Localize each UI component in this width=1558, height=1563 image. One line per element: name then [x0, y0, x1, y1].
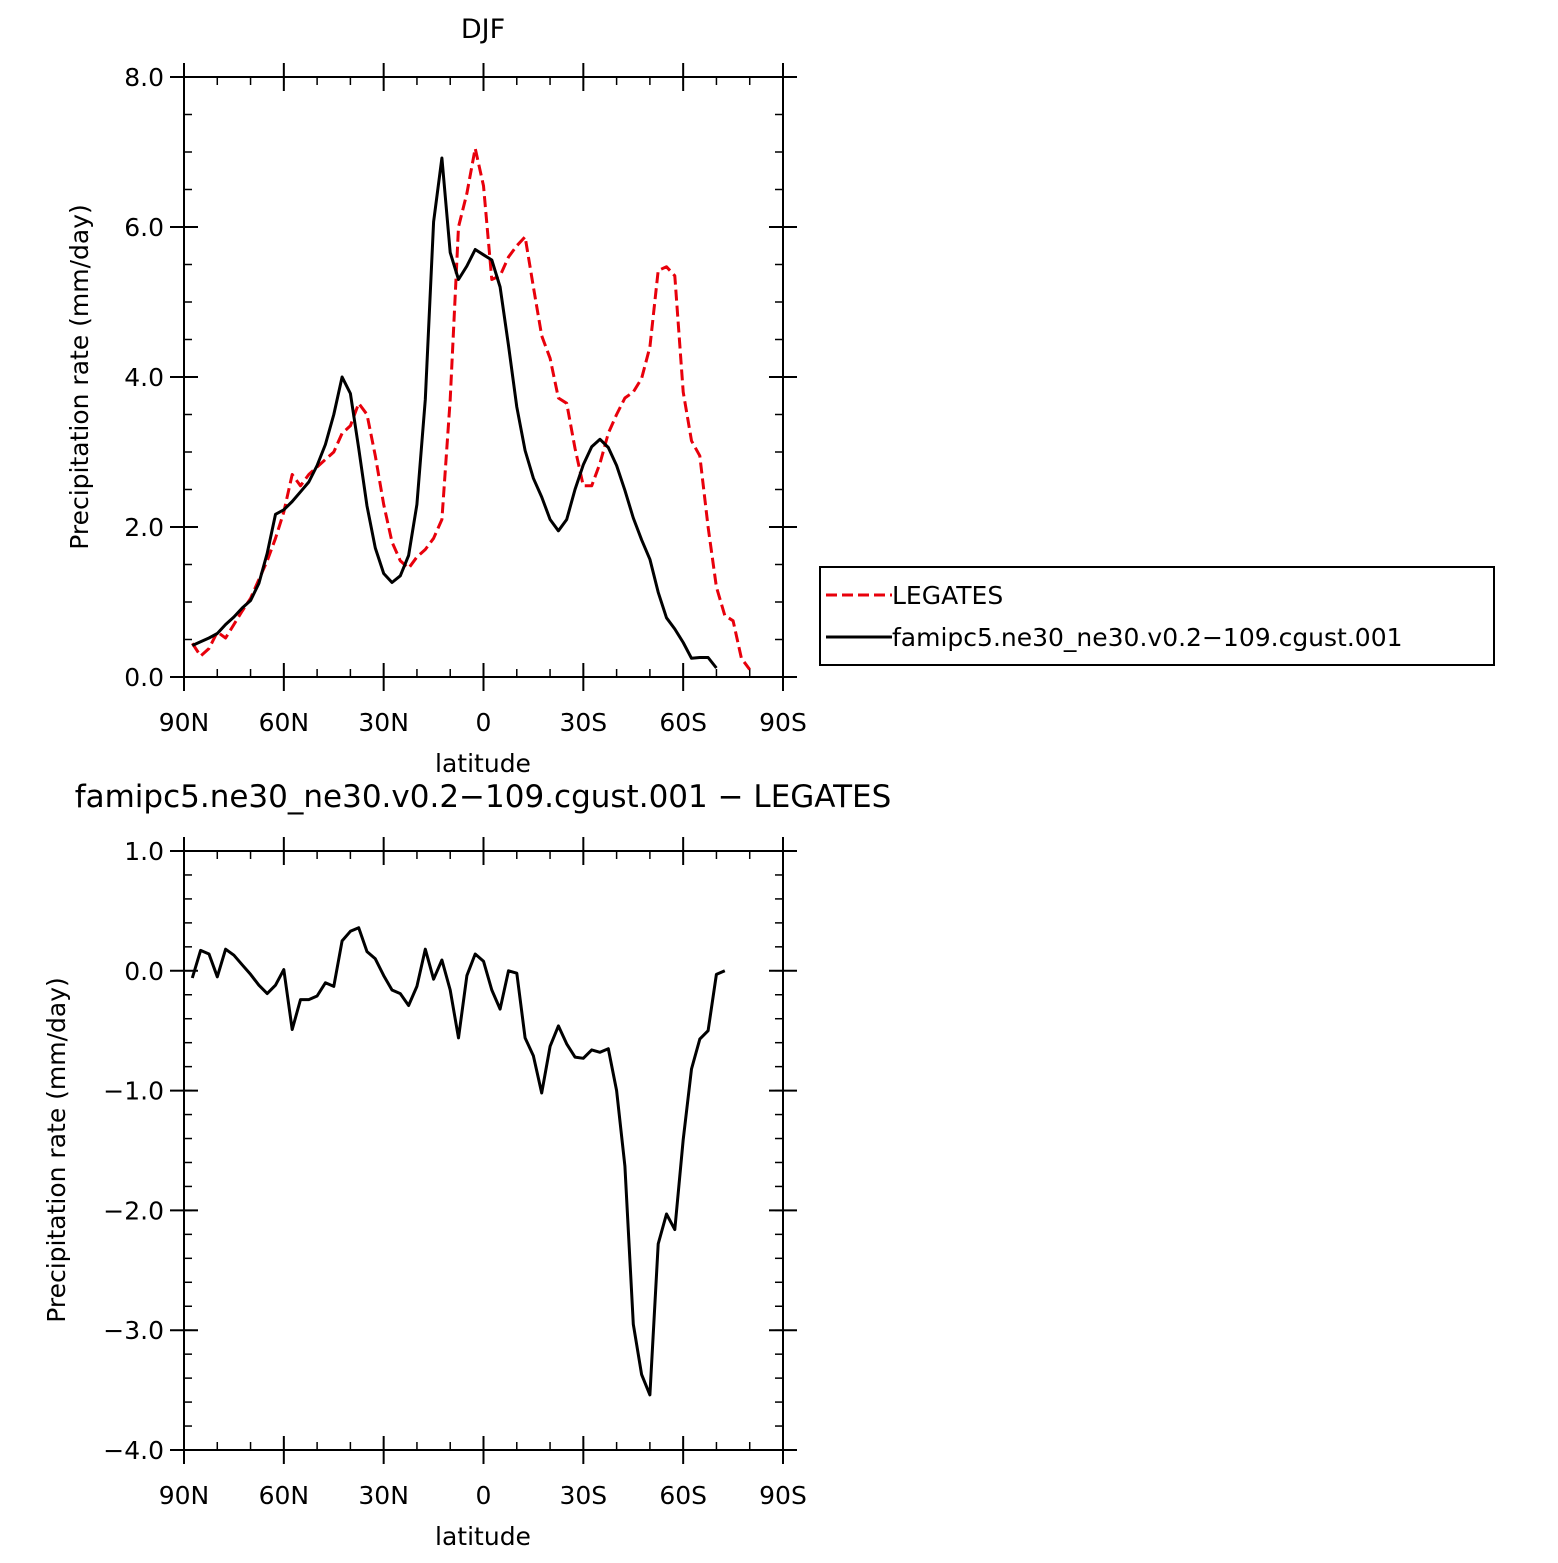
- bottom-axis-ticks: −4.0 −3.0 −2.0 −1.0 0.0 1.0 90N 60N 30N 0 30S 60S 90…: [103, 837, 807, 1510]
- top-y-axis-label: Precipitation rate (mm/day): [65, 204, 94, 550]
- bottom-panel: famipc5.ne30_ne30.v0.2−109.cgust.001 − L…: [42, 779, 891, 1551]
- bottom-y-tick-label: 0.0: [124, 957, 164, 986]
- bottom-y-tick-label: −2.0: [103, 1196, 164, 1225]
- top-panel: DJF Precipitation rate (mm/day) latitude…: [65, 14, 807, 778]
- legend-label-model: famipc5.ne30_ne30.v0.2−109.cgust.001: [892, 623, 1403, 652]
- bottom-x-tick-label: 60N: [259, 1481, 310, 1510]
- bottom-y-tick-label: −3.0: [103, 1316, 164, 1345]
- bottom-x-tick-label: 0: [476, 1481, 492, 1510]
- top-y-tick-label: 8.0: [124, 63, 164, 92]
- bottom-plot-lines: [190, 926, 726, 1397]
- bottom-x-tick-label: 60S: [659, 1481, 707, 1510]
- bottom-y-tick-label: 1.0: [124, 837, 164, 866]
- top-plot-lines: [191, 146, 751, 671]
- bottom-series-line-1: [190, 926, 726, 1397]
- top-x-tick-label: 60N: [259, 708, 310, 737]
- top-title: DJF: [461, 14, 505, 45]
- top-x-tick-label: 30S: [559, 708, 607, 737]
- bottom-x-tick-label: 90N: [159, 1481, 210, 1510]
- bottom-plot-frame: [183, 850, 784, 1451]
- bottom-y-tick-label: −1.0: [103, 1077, 164, 1106]
- bottom-x-tick-label: 30N: [358, 1481, 409, 1510]
- bottom-title: famipc5.ne30_ne30.v0.2−109.cgust.001 − L…: [75, 779, 892, 815]
- top-x-tick-label: 60S: [659, 708, 707, 737]
- bottom-y-tick-label: −4.0: [103, 1436, 164, 1465]
- bottom-y-axis-label: Precipitation rate (mm/day): [42, 977, 71, 1323]
- top-plot-frame: [183, 76, 784, 678]
- top-x-tick-label: 90S: [759, 708, 807, 737]
- bottom-x-axis-label: latitude: [435, 1522, 531, 1551]
- top-series-line-2: [191, 156, 718, 669]
- top-x-tick-label: 30N: [358, 708, 409, 737]
- top-y-tick-label: 6.0: [124, 213, 164, 242]
- top-y-tick-label: 0.0: [124, 663, 164, 692]
- bottom-x-tick-label: 30S: [559, 1481, 607, 1510]
- top-y-tick-label: 4.0: [124, 363, 164, 392]
- top-x-tick-label: 0: [476, 708, 492, 737]
- legend: LEGATES famipc5.ne30_ne30.v0.2−109.cgust…: [819, 566, 1495, 666]
- top-series-line-1: [191, 146, 751, 671]
- bottom-x-tick-label: 90S: [759, 1481, 807, 1510]
- legend-label-legates: LEGATES: [892, 581, 1003, 610]
- legend-box: [819, 566, 1495, 666]
- top-x-axis-label: latitude: [435, 749, 531, 778]
- top-x-tick-label: 90N: [159, 708, 210, 737]
- top-y-tick-label: 2.0: [124, 513, 164, 542]
